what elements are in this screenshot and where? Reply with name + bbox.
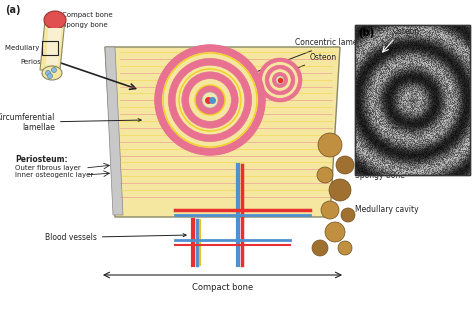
Polygon shape xyxy=(105,47,123,215)
Circle shape xyxy=(52,67,56,72)
Text: Spongy bone: Spongy bone xyxy=(355,170,405,179)
Polygon shape xyxy=(46,28,62,65)
Circle shape xyxy=(317,167,333,183)
Text: Inner osteogenic layer: Inner osteogenic layer xyxy=(15,172,93,178)
Text: Osteon: Osteon xyxy=(393,27,420,37)
Circle shape xyxy=(47,74,53,79)
Circle shape xyxy=(321,201,339,219)
Circle shape xyxy=(189,79,231,121)
Text: Periosteum: Periosteum xyxy=(20,59,60,65)
Text: Blood vessels: Blood vessels xyxy=(45,233,186,242)
Circle shape xyxy=(262,61,299,98)
Text: Spongy bone: Spongy bone xyxy=(62,22,108,28)
Circle shape xyxy=(195,85,225,115)
Circle shape xyxy=(269,69,291,91)
Circle shape xyxy=(318,133,342,157)
Circle shape xyxy=(182,72,238,128)
Text: Outer fibrous layer: Outer fibrous layer xyxy=(15,165,81,171)
Text: Compact bone: Compact bone xyxy=(192,283,253,292)
Ellipse shape xyxy=(42,66,62,80)
Circle shape xyxy=(175,65,245,135)
Circle shape xyxy=(202,92,218,108)
Text: Concentric lamellae: Concentric lamellae xyxy=(238,38,371,79)
Circle shape xyxy=(325,222,345,242)
Circle shape xyxy=(336,156,354,174)
Text: Medullary cavity: Medullary cavity xyxy=(355,206,419,215)
Bar xyxy=(355,25,470,175)
Circle shape xyxy=(341,208,355,222)
Text: (b): (b) xyxy=(358,28,374,38)
Text: Periosteum:: Periosteum: xyxy=(15,155,68,164)
Text: Medullary cavity: Medullary cavity xyxy=(5,45,63,51)
Text: Compact bone: Compact bone xyxy=(62,12,113,18)
Circle shape xyxy=(265,65,295,95)
Text: Circumferential
lamellae: Circumferential lamellae xyxy=(0,113,141,132)
Circle shape xyxy=(168,58,252,142)
Ellipse shape xyxy=(44,11,66,29)
Circle shape xyxy=(258,58,302,102)
Circle shape xyxy=(338,241,352,255)
Circle shape xyxy=(329,179,351,201)
Circle shape xyxy=(155,45,265,155)
Circle shape xyxy=(162,52,258,148)
Text: (a): (a) xyxy=(5,5,20,15)
Circle shape xyxy=(312,240,328,256)
Circle shape xyxy=(46,71,51,76)
Circle shape xyxy=(276,76,284,84)
Bar xyxy=(355,25,470,175)
Polygon shape xyxy=(105,47,340,217)
Text: Osteon: Osteon xyxy=(283,53,337,74)
Bar xyxy=(42,41,58,55)
Polygon shape xyxy=(40,20,65,70)
Circle shape xyxy=(273,72,288,88)
